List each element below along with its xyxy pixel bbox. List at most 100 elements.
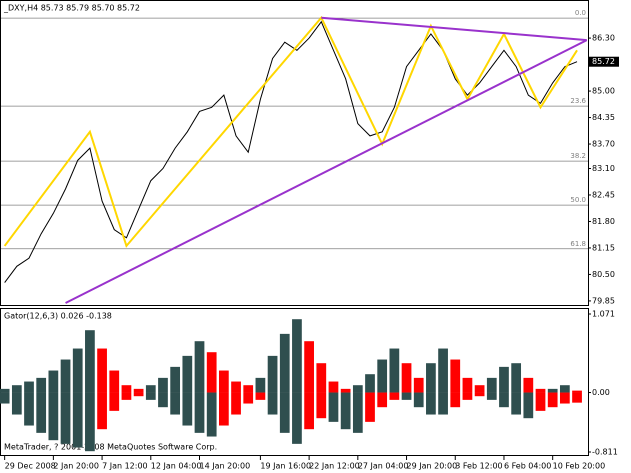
current-price-label: 85.72 xyxy=(592,57,615,66)
gator-bar xyxy=(572,390,582,393)
gator-bar xyxy=(255,377,266,393)
gator-bar xyxy=(389,392,400,400)
gator-bar xyxy=(60,392,71,444)
gator-bar xyxy=(133,392,144,397)
trendline xyxy=(321,16,587,42)
gator-bar xyxy=(474,392,485,397)
y-tick-label: 86.30 xyxy=(592,34,615,43)
gator-bar xyxy=(231,392,241,415)
gator-bar xyxy=(170,366,181,393)
fibo-label: 0.0 xyxy=(575,9,586,17)
gator-panel xyxy=(0,308,589,456)
gator-bar xyxy=(182,355,193,393)
x-tick-label: 27 Jan 04:00 xyxy=(358,462,409,471)
gator-bar xyxy=(24,381,34,393)
gator-bar xyxy=(206,392,217,437)
gator-bar xyxy=(279,333,290,393)
gator-bar xyxy=(340,388,351,393)
gator-bar xyxy=(365,374,375,393)
gator-bar xyxy=(486,377,497,393)
gator-bar xyxy=(145,385,156,393)
gator-bar xyxy=(499,392,509,408)
gator-bar xyxy=(243,385,254,393)
gator-bar xyxy=(413,377,424,393)
gator-bar xyxy=(450,359,461,393)
zigzag xyxy=(3,15,578,248)
gator-bar xyxy=(85,330,95,393)
gator-bar xyxy=(11,385,22,393)
y-tick-label: 83.10 xyxy=(592,164,615,173)
y-tick-label: 81.80 xyxy=(592,217,615,226)
copyright: MetaTrader, ? 2001-2008 MetaQuotes Softw… xyxy=(4,443,217,452)
gator-bar xyxy=(572,392,582,403)
gator-bar xyxy=(535,392,546,411)
gator-bar xyxy=(194,392,205,433)
gator-bar xyxy=(243,392,254,404)
gator-bar xyxy=(462,392,473,400)
x-tick-label: 19 Jan 16:00 xyxy=(260,462,311,471)
gator-bar xyxy=(462,377,473,393)
gator-bar xyxy=(145,392,156,400)
gator-bar xyxy=(547,392,558,408)
gator-bar xyxy=(133,388,144,393)
gator-bar xyxy=(340,392,351,430)
gator-bar xyxy=(48,370,59,393)
x-tick-label: 10 Feb 20:00 xyxy=(553,462,605,471)
gator-bar xyxy=(547,388,558,393)
gator-bar xyxy=(486,392,497,400)
gator-bar xyxy=(0,388,10,393)
fibo-label: 38.2 xyxy=(570,152,586,160)
gator-bar xyxy=(109,370,120,393)
x-tick-label: 29 Dec 2008 xyxy=(5,462,56,471)
gator-bar xyxy=(426,363,436,393)
gator-bar xyxy=(218,370,229,393)
gator-bar xyxy=(377,392,388,408)
y-tick-label: 84.35 xyxy=(592,113,615,122)
gator-bar xyxy=(255,392,266,400)
gator-bar xyxy=(97,392,107,430)
gator-bar xyxy=(535,388,546,393)
y-tick-label: 85.00 xyxy=(592,87,615,96)
current-price-box xyxy=(589,56,619,67)
gator-bar xyxy=(365,392,375,422)
gator-bar xyxy=(60,359,71,393)
gator-bar xyxy=(316,363,327,393)
x-tick-label: 6 Feb 04:00 xyxy=(504,462,551,471)
gator-bar xyxy=(292,392,302,444)
price-line xyxy=(4,20,578,283)
fibo-label: 61.8 xyxy=(570,240,586,248)
y-tick-label: 81.15 xyxy=(592,243,615,252)
gator-bar xyxy=(85,392,95,452)
gator-bar xyxy=(194,341,205,393)
gator-bar xyxy=(267,355,278,393)
gator-bar xyxy=(24,392,34,426)
gator-bar xyxy=(304,392,314,430)
y-tick-label: 79.85 xyxy=(592,296,615,305)
gator-bar xyxy=(36,377,47,393)
gator-bar xyxy=(413,392,424,408)
gator-bar xyxy=(316,392,327,419)
fibo-label: 50.0 xyxy=(570,196,586,204)
x-tick-label: 3 Feb 12:00 xyxy=(455,462,502,471)
y-tick-label: 80.50 xyxy=(592,270,615,279)
gator-bar xyxy=(523,377,534,393)
gator-bar xyxy=(352,385,363,393)
gator-bar xyxy=(48,392,59,441)
gator-bar xyxy=(109,392,120,411)
y-tick-label: 0.00 xyxy=(592,388,610,397)
gator-bar xyxy=(377,359,388,393)
y-tick-label: 82.45 xyxy=(592,190,615,199)
gator-bar xyxy=(328,381,339,393)
gator-bar xyxy=(292,319,302,393)
trendline xyxy=(65,39,588,304)
gator-bar xyxy=(36,392,47,433)
gator-bar xyxy=(438,392,448,415)
fibo-label: 23.6 xyxy=(570,97,586,105)
gator-bar xyxy=(426,392,436,415)
gator-bar xyxy=(559,392,570,404)
gator-bar xyxy=(158,392,168,408)
indicator-title: Gator(12,6,3) 0.026 -0.138 xyxy=(4,312,112,321)
gator-bar xyxy=(11,392,22,415)
gator-bar xyxy=(182,392,193,426)
